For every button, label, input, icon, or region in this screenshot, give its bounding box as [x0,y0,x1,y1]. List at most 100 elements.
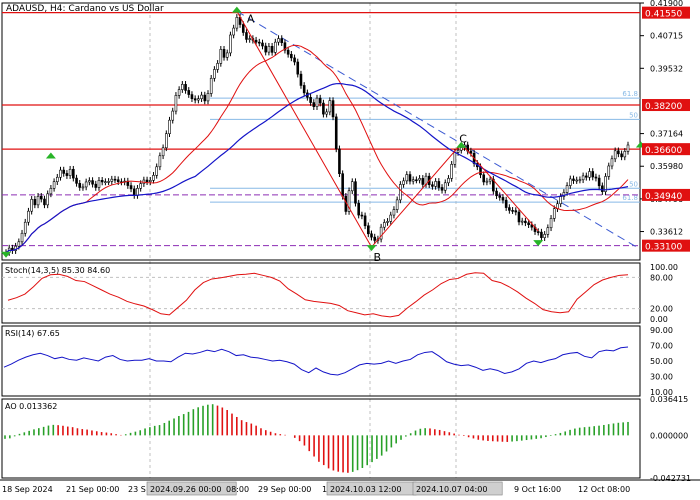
candle-body [453,152,457,165]
candle-body [46,193,49,206]
fib-level-label: 50 [629,180,638,188]
candle-body [84,181,88,188]
time-axis-label: 9 Oct 16:00 [514,485,561,494]
candle-body [88,180,91,183]
candle-body [366,225,370,235]
fib-level-label: 61.8 [622,194,638,202]
candle-body [601,185,604,192]
candle-body [585,175,588,178]
time-axis-label: 21 Sep 00:00 [66,485,119,494]
zigzag-line [236,11,539,248]
candle-body [440,187,444,191]
candle-body [488,178,492,182]
candle-body [52,181,56,189]
candle-body [591,171,595,178]
price-level-label: 0.34940 [645,192,682,202]
fractal-arrow-down-icon [533,240,544,247]
candle-body [613,150,617,160]
candle-body [155,166,158,176]
candle-body [55,176,59,182]
candle-body [299,73,303,86]
stoch-tick-label: 0.00 [650,315,668,324]
candle-body [610,158,614,167]
candle-body [338,148,341,174]
stoch-tick-label: 100.00 [650,263,678,272]
candle-body [261,42,264,47]
price-tick-label: 0.40715 [650,32,683,41]
candle-body [286,49,290,55]
candle-body [588,171,591,178]
candle-body [222,49,226,58]
candle-body [399,184,402,201]
time-axis-label: 23 S [128,485,146,494]
candle-body [395,199,399,210]
candle-body [158,155,162,168]
candle-body [296,61,300,75]
candle-body [68,168,72,176]
candle-body [328,100,332,113]
candle-body [347,190,351,212]
candle-body [184,84,187,91]
candle-body [405,174,409,182]
candle-body [280,38,284,44]
candle-body [370,233,373,238]
candle-body [293,57,296,63]
candle-body [552,208,556,219]
ao-panel-frame [1,398,641,479]
candle-body [559,196,562,205]
price-tick-label: 0.39532 [650,64,683,73]
candle-body [107,181,110,183]
candle-body [312,102,316,107]
fractal-arrow-down-icon [1,251,11,258]
candle-body [161,147,165,157]
candle-body [617,150,620,155]
price-level-label-bg [642,143,690,156]
candle-body [165,133,168,149]
candle-body [469,150,473,154]
time-axis-label: 2024.10.07 04:00 [416,485,487,494]
candle-body [193,98,197,101]
candle-body [132,188,136,196]
candle-body [283,42,287,51]
candle-body [129,185,133,190]
candle-body [341,173,344,197]
candle-body [174,95,178,112]
candle-body [334,116,338,150]
candle-body [360,214,364,217]
candle-body [139,183,142,189]
candle-body [177,89,181,96]
candle-body [623,151,627,158]
ao-label: AO 0.013362 [5,402,57,411]
candle-body [277,38,280,43]
candle-body [23,221,27,234]
candle-body [318,97,322,104]
pivot-label-b: B [374,251,382,264]
candle-body [274,41,277,53]
candle-body [81,186,85,189]
candle-body [136,188,139,196]
candle-body [389,214,393,222]
candle-body [168,119,171,135]
candle-body [91,180,94,185]
candle-body [290,53,293,59]
candle-body [508,207,511,211]
candle-body [315,97,319,107]
candle-body [568,178,572,186]
fib-level-label: 50 [629,111,638,119]
candle-body [578,179,582,182]
candle-body [607,165,611,177]
candle-body [492,178,495,192]
candle-body [581,175,585,181]
candle-body [354,181,357,204]
candle-body [200,94,203,99]
candle-body [257,41,261,44]
candle-body [495,190,498,197]
stoch-panel-frame [1,262,641,324]
candle-body [110,178,114,182]
candle-body [511,210,514,212]
candle-body [302,85,306,94]
candle-body [530,224,534,228]
time-label-box [412,481,503,496]
candle-body [65,173,69,176]
rsi-tick-label: 50.00 [650,357,673,366]
